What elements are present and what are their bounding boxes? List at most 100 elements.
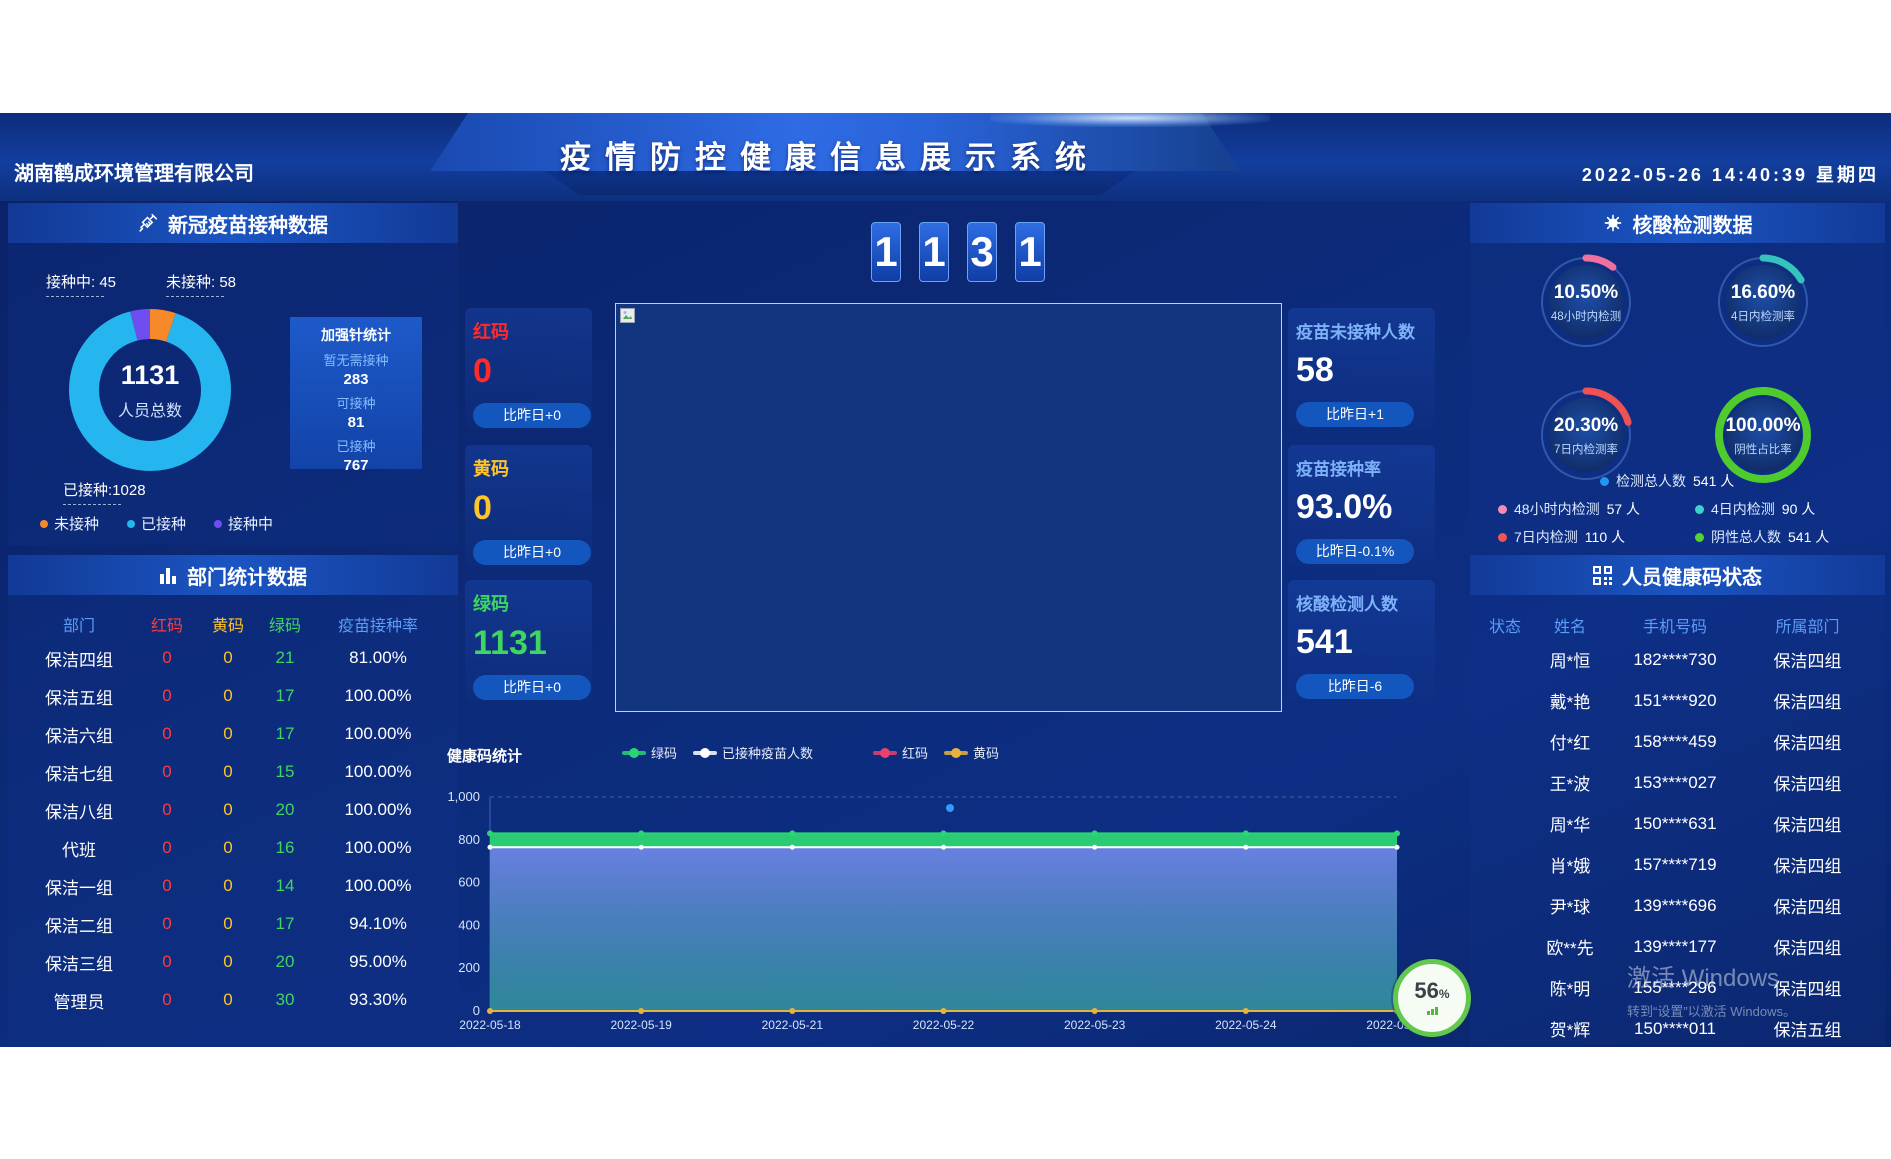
yellow-code-delta-badge: 比昨日+0 xyxy=(473,540,591,565)
booster-stats-box: 加强针统计 暂无需接种 283 可接种 81 已接种 767 xyxy=(290,317,422,474)
svg-text:2022-05-18: 2022-05-18 xyxy=(459,1018,521,1032)
legend-label: 黄码 xyxy=(973,746,1000,761)
department-panel-header: 部门统计数据 xyxy=(8,555,458,595)
table-row: 尹*球 139****696 保洁四组 xyxy=(1470,885,1885,926)
gauge-value: 100.00% xyxy=(1725,415,1801,436)
legend-dot xyxy=(629,747,639,758)
legend-label: 4日内检测 xyxy=(1711,501,1775,517)
table-cell: 保洁八组 xyxy=(45,802,113,822)
table-cell: 14 xyxy=(275,876,295,895)
department-table-header: 部门 红码 黄码 绿码 疫苗接种率 xyxy=(8,609,458,639)
col-status: 状态 xyxy=(1488,619,1521,636)
booster-label: 可接种 xyxy=(336,396,376,411)
table-cell: 保洁七组 xyxy=(45,764,113,784)
dept-cell: 保洁四组 xyxy=(1773,734,1842,753)
name-cell: 贺*辉 xyxy=(1549,1021,1591,1040)
table-row: 代班 0 0 16 100.00% xyxy=(8,829,458,867)
legend-label: 7日内检测 xyxy=(1514,529,1578,545)
yellow-code-value: 0 xyxy=(473,489,492,527)
bar-chart-icon xyxy=(159,567,177,584)
table-cell: 保洁四组 xyxy=(45,650,113,670)
legend-marker xyxy=(622,747,646,758)
name-cell: 周*华 xyxy=(1549,816,1591,835)
table-cell: 管理员 xyxy=(53,992,105,1012)
table-cell: 81.00% xyxy=(349,648,407,667)
col-department: 部门 xyxy=(62,618,95,635)
table-cell: 100.00% xyxy=(344,724,412,743)
legend-item: 已接种疫苗人数 xyxy=(693,743,813,762)
green-code-value: 1131 xyxy=(473,624,547,662)
callout-vaccinating: 接种中: 45 xyxy=(46,271,116,297)
company-name: 湖南鹤成环境管理有限公司 xyxy=(14,163,254,185)
healthcode-chart-title: 健康码统计 xyxy=(447,748,523,765)
green-code-label: 绿码 xyxy=(473,594,509,614)
nucleic-count-card: 核酸检测人数 541 比昨日-6 xyxy=(1288,580,1435,702)
qr-code-icon xyxy=(1593,565,1612,585)
legend-marker xyxy=(944,747,969,758)
healthcode-panel: 人员健康码状态 状态 姓名 手机号码 所属部门 周*恒 182****730 保洁四… xyxy=(1470,555,1885,1045)
legend-dot xyxy=(40,519,48,528)
counter-digit: 3 xyxy=(967,222,997,282)
video-feed-panel[interactable] xyxy=(615,303,1282,812)
nucleic-legend-item: 检测总人数 541 人 xyxy=(1600,471,1734,491)
table-row: 保洁七组 0 0 15 100.00% xyxy=(8,753,458,791)
svg-text:200: 200 xyxy=(458,960,480,975)
col-red-code: 红码 xyxy=(150,618,183,635)
table-cell: 93.30% xyxy=(349,990,407,1009)
nucleic-legend-item: 7日内检测 110 人 xyxy=(1498,527,1625,547)
legend-dot xyxy=(214,519,223,528)
nucleic-count-label: 核酸检测人数 xyxy=(1296,595,1398,614)
table-cell: 0 xyxy=(223,648,233,667)
table-cell: 0 xyxy=(162,686,172,705)
table-cell: 0 xyxy=(162,648,172,667)
nucleic-gauge: 10.50% 48小时内检测 xyxy=(1536,252,1636,352)
svg-text:2022-05-21: 2022-05-21 xyxy=(762,1018,824,1032)
green-code-card: 绿码 1131 比昨日+0 xyxy=(465,580,592,702)
gauge-value: 20.30% xyxy=(1553,415,1619,436)
nucleic-legend-item: 4日内检测 90 人 xyxy=(1695,499,1815,519)
legend-item: 黄码 xyxy=(944,743,999,762)
table-cell: 保洁五组 xyxy=(45,688,113,708)
phone-cell: 139****177 xyxy=(1633,936,1717,956)
legend-value: 90 人 xyxy=(1781,501,1816,517)
percent-ring-widget[interactable]: 56% xyxy=(1393,959,1471,1037)
legend-dot xyxy=(951,747,962,758)
table-cell: 17 xyxy=(275,686,295,705)
nucleic-gauge: 20.30% 7日内检测率 xyxy=(1536,385,1636,485)
red-code-card: 红码 0 比昨日+0 xyxy=(465,308,592,430)
svg-text:2022-05-19: 2022-05-19 xyxy=(610,1018,672,1032)
legend-dot xyxy=(1498,532,1507,542)
counter-digit: 1 xyxy=(919,222,949,282)
phone-cell: 139****696 xyxy=(1633,895,1717,915)
legend-label: 已接种 xyxy=(141,516,187,533)
legend-item: 未接种 xyxy=(40,513,99,534)
col-vaccine-rate: 疫苗接种率 xyxy=(337,618,418,635)
department-table-body: 保洁四组 0 0 21 81.00% 保洁五组 0 0 17 100.00% 保洁六组 0 0 17 100… xyxy=(8,639,458,1019)
legend-dot xyxy=(700,747,711,758)
col-green-code: 绿码 xyxy=(268,618,301,635)
nucleic-count-delta-badge: 比昨日-6 xyxy=(1296,674,1414,699)
name-cell: 肖*娥 xyxy=(1549,857,1591,876)
legend-marker xyxy=(693,747,718,758)
table-cell: 100.00% xyxy=(344,686,412,705)
nucleic-gauge: 100.00% 阴性占比率 xyxy=(1713,385,1813,485)
phone-cell: 151****920 xyxy=(1633,690,1717,710)
table-cell: 17 xyxy=(275,724,295,743)
table-cell: 20 xyxy=(275,952,295,971)
booster-value: 283 xyxy=(343,371,369,388)
gauge-label: 48小时内检测 xyxy=(1550,311,1622,323)
svg-text:1,000: 1,000 xyxy=(447,789,480,804)
table-cell: 100.00% xyxy=(344,800,412,819)
col-name: 姓名 xyxy=(1553,619,1586,636)
red-code-delta-badge: 比昨日+0 xyxy=(473,403,591,428)
table-cell: 17 xyxy=(275,914,295,933)
phone-cell: 150****631 xyxy=(1633,813,1717,833)
unvaccinated-label: 疫苗未接种人数 xyxy=(1296,323,1415,342)
table-cell: 0 xyxy=(162,876,172,895)
col-yellow-code: 黄码 xyxy=(211,618,244,635)
phone-cell: 155****296 xyxy=(1633,977,1717,997)
table-row: 保洁五组 0 0 17 100.00% xyxy=(8,677,458,715)
table-cell: 95.00% xyxy=(349,952,407,971)
table-cell: 0 xyxy=(223,800,233,819)
